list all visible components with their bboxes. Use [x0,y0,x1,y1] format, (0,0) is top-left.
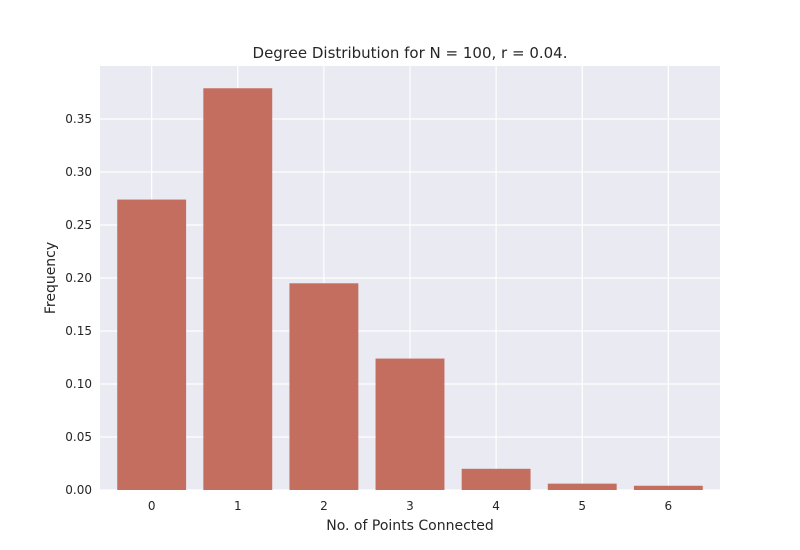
y-tick-label: 0.15 [65,324,92,338]
x-tick-label: 2 [320,499,328,513]
x-tick-label: 1 [234,499,242,513]
x-tick-label: 0 [148,499,156,513]
x-tick-label: 4 [492,499,500,513]
y-tick-label: 0.10 [65,377,92,391]
x-axis-label: No. of Points Connected [326,518,494,534]
bar-0 [117,199,187,490]
x-tick-label: 6 [665,499,673,513]
y-tick-labels: 0.00 0.05 0.10 0.15 0.20 0.25 0.30 0.35 [65,112,92,497]
y-axis-label: Frequency [43,242,59,314]
chart-title: Degree Distribution for N = 100, r = 0.0… [253,44,568,62]
bar-3 [375,358,445,490]
x-tick-label: 5 [578,499,586,513]
y-tick-label: 0.00 [65,483,92,497]
y-tick-label: 0.30 [65,165,92,179]
x-tick-labels: 0 1 2 3 4 5 6 [148,499,672,513]
y-tick-label: 0.25 [65,218,92,232]
y-tick-label: 0.20 [65,271,92,285]
bar-2 [289,283,359,490]
y-tick-label: 0.35 [65,112,92,126]
y-tick-label: 0.05 [65,430,92,444]
bar-1 [203,88,273,490]
x-tick-label: 3 [406,499,414,513]
bars [117,88,703,490]
bar-5 [547,483,617,490]
bar-4 [461,468,531,490]
bar-6 [633,485,703,490]
